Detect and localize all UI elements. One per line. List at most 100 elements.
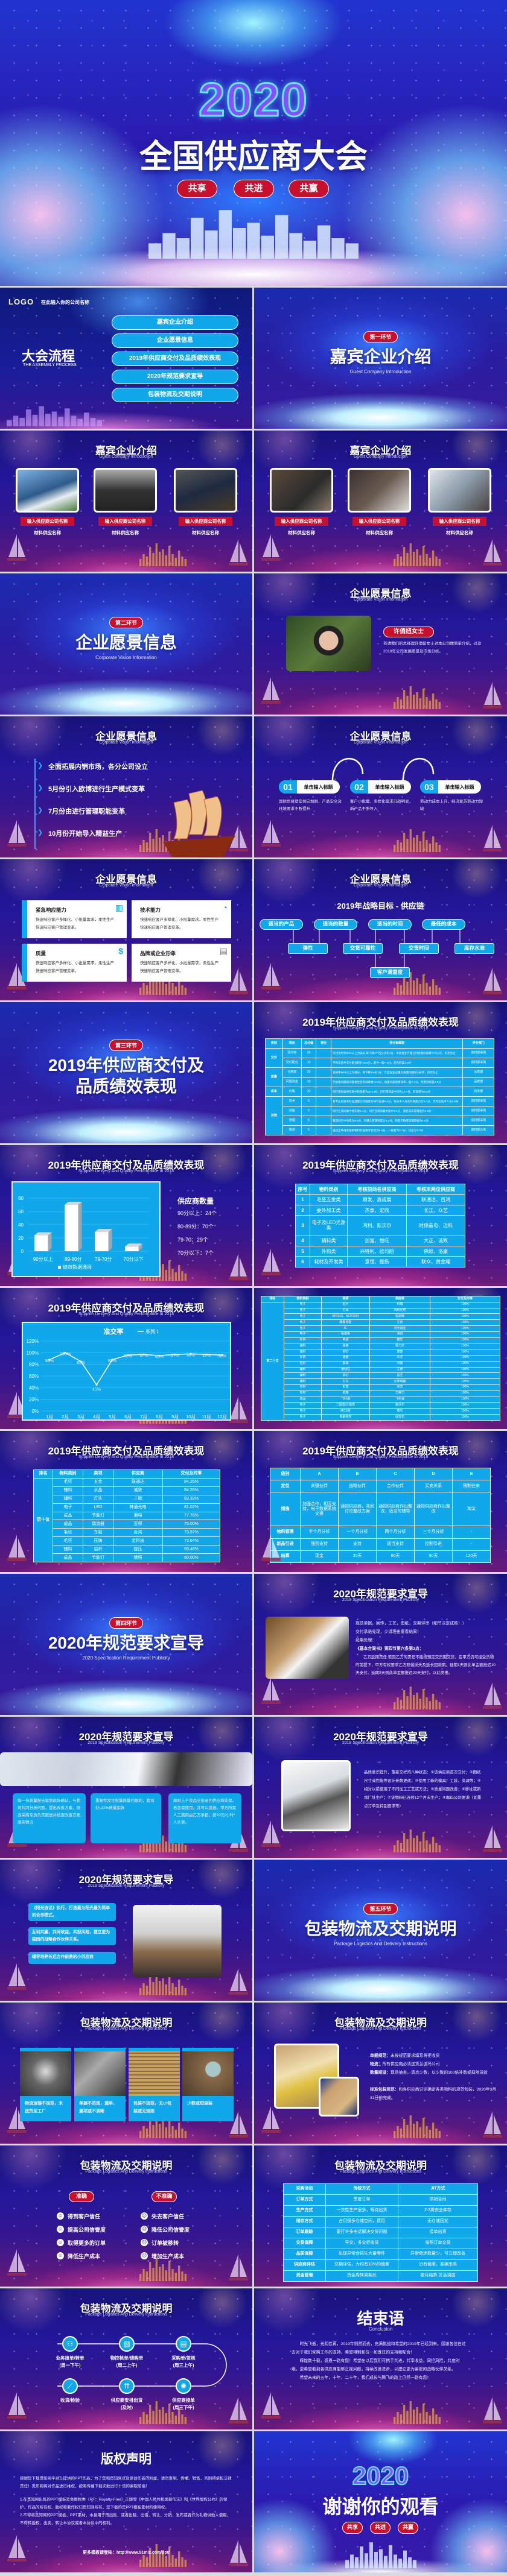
sail — [18, 824, 25, 843]
slide-cards[interactable]: 企业愿景信息 Corporate Vision Information 紧急响应能力… — [0, 859, 252, 1000]
slide-profile[interactable]: 企业愿景信息 Corporate Vision Information 许俏妞女士有… — [254, 573, 507, 715]
agenda-item[interactable]: 嘉宾企业介绍 — [112, 315, 238, 330]
slide-photos[interactable]: 嘉宾企业介绍 Guest Company Introduction 输入供应商公司名… — [0, 431, 252, 572]
conclusion-paragraph: 希望未来的五年，十年，二十年，我们成长与腾飞的路上仍然一路有您！ — [299, 2376, 432, 2380]
x-tick-label: 79-70分 — [95, 1257, 112, 1262]
sail — [230, 1254, 238, 1277]
slide-table[interactable]: 2019年供应商交付及品质绩效表现 Supplier Delivery And Q… — [254, 1431, 507, 1572]
slide-pkgphotos[interactable]: 包装物流及交期说明 Package Logistics And Delivery … — [0, 2003, 252, 2144]
building — [174, 558, 177, 566]
slide-thanks[interactable]: 2020 谢谢你的观看 共享 共进 共赢 — [254, 2431, 507, 2572]
slide-agenda[interactable]: LOGO 在此输入你的公司名称 大会流程 THE ASSEMBLY PROCESS 嘉宾… — [0, 288, 252, 429]
step-pill[interactable]: 01 单击输入标题 — [279, 780, 340, 794]
slide-section[interactable]: 第二环节 企业愿景信息 Corporate Vision Information — [0, 573, 252, 715]
rule-item: 单据规范：未按规范要求填写将拒收货 — [370, 2052, 500, 2060]
table-cell: 资材部采购 — [462, 1048, 494, 1058]
building — [416, 978, 418, 995]
slide-bullets[interactable]: 企业愿景信息 Corporate Vision Information ❯ 全面拓展内… — [0, 716, 252, 857]
slide-photos[interactable]: 嘉宾企业介绍 Guest Company Introduction 输入供应商公司名… — [254, 431, 507, 572]
slide-spec1[interactable]: 2020年规范要求宣导 2019 Specification Requiremen… — [254, 1574, 507, 1715]
feature-card: 质量 快速响应客户多样化、小批量需求，柔性生产快速响应客户管理变革。 $ — [22, 944, 127, 982]
agenda-item[interactable]: 包装物流及交期说明 — [112, 388, 238, 402]
table-row: 储存方式 占用很多仓储空间，费用 无仓储困扰 — [283, 2216, 478, 2227]
table-cell — [316, 1096, 332, 1106]
metric-box: 交货时间 — [399, 943, 439, 954]
building — [317, 225, 331, 259]
building — [426, 2412, 428, 2424]
slide-pkgrules[interactable]: 包装物流及交期说明 Package Logistics And Delivery … — [254, 2003, 507, 2144]
table-row: 包材 彩盒 东发 100% — [261, 1384, 500, 1391]
news-icon: ▤ — [219, 946, 228, 956]
slide-spec4[interactable]: 2020年规范要求宣导 2019 Specification Requiremen… — [0, 1860, 252, 2001]
slide-copyright[interactable]: 版权声明 感谢您下载觅知网平台上提供的PPT作品，为了您和觅知网以及原创作者的利益… — [0, 2431, 252, 2572]
goal-box: 最低的成本 — [422, 919, 465, 930]
building — [403, 833, 406, 852]
website-link[interactable]: 更多模板请登陆：http://www.51miz.com/ppt/ — [82, 2551, 170, 2555]
table-cell: 60天 — [376, 1550, 415, 1564]
section-title-group: 第一环节 嘉宾企业介绍 Guest Company Introduction — [254, 331, 507, 374]
table-cell: 毛胚五金类 — [310, 1194, 348, 1205]
building — [435, 557, 438, 566]
slide-line[interactable]: 2019年供应商交付及品质绩效表现 Supplier Delivery And Q… — [0, 1288, 252, 1429]
step-pill[interactable]: 03 单击输入标题 — [420, 780, 481, 794]
sail — [494, 2401, 501, 2420]
slide-spec3[interactable]: 2020年规范要求宣导 2019 Specification Requiremen… — [254, 1717, 507, 1858]
sail — [494, 829, 501, 848]
building — [413, 2410, 415, 2424]
slide-table[interactable]: 2019年供应商交付及品质绩效表现 Supplier Delivery And Q… — [0, 1431, 252, 1572]
section-title: 嘉宾企业介绍 — [330, 347, 432, 366]
data-label: 98% — [187, 1353, 195, 1357]
table-cell: 彩盒 — [321, 1384, 370, 1391]
slide-subtitle: Corporate Vision Information — [99, 740, 153, 745]
slide-spec2[interactable]: 2020年规范要求宣导 2019 Specification Requiremen… — [0, 1717, 252, 1858]
table-cell: 出现异常会损失大量零件 — [325, 2249, 398, 2260]
table-row: 5 外购类 兴特利、欧司朗 佛照、洛康 — [295, 1246, 465, 1257]
gold-skyline — [394, 543, 441, 566]
building — [419, 1842, 421, 1852]
table-cell: 电子 — [284, 1331, 322, 1338]
hull — [229, 1849, 248, 1852]
building — [191, 218, 204, 259]
table-cell: 20 — [301, 1087, 317, 1097]
building — [432, 2123, 435, 2138]
sailboat-icon — [483, 968, 502, 994]
table-cell: 电解电容 — [321, 1413, 370, 1421]
slide-bar[interactable]: 2019年供应商交付及品质绩效表现 Supplier Delivery And Q… — [0, 1145, 252, 1286]
slide-steps[interactable]: 企业愿景信息 Corporate Vision Information 01 单击输入… — [254, 716, 507, 857]
slide-table[interactable]: 排名 物料类别 类项 供应商 交付及时率 前二十位 电子 贴片 科瑞 100% 电子 灯珠 鸿利光电 10… — [254, 1288, 507, 1429]
building — [419, 841, 421, 852]
sail — [18, 2253, 25, 2272]
bar-side — [138, 1243, 142, 1251]
sail — [230, 2540, 238, 2563]
hull — [229, 563, 248, 566]
slide-section[interactable]: 第四环节 2020年规范要求宣导 2020 Specification Requir… — [0, 1574, 252, 1715]
company-photo — [16, 468, 79, 513]
building — [398, 2559, 402, 2568]
slide-section[interactable]: 第五环节 包装物流及交期说明 Package Logistics And Deliv… — [254, 1860, 507, 2001]
building — [369, 2542, 373, 2568]
slide-section[interactable]: 第三环节 2019年供应商交付及 品质绩效表现 — [0, 1002, 252, 1143]
building — [145, 2557, 148, 2567]
table-row: 成本 价格 20 同行或同类供应商中较低者为20-14分，同行或同类中间为13-7分，… — [265, 1087, 494, 1097]
table-cell: 4 — [295, 1235, 310, 1247]
step-pill[interactable]: 02 单击输入标题 — [350, 780, 411, 794]
conclusion-title: 结束语 — [357, 2309, 404, 2328]
slide-table[interactable]: 包装物流及交期说明 Package Logistics And Delivery … — [254, 2145, 507, 2287]
table-cell: 弹簧 — [321, 1343, 370, 1350]
slide-process[interactable]: 包装物流及交期说明 Package Logistics And Delivery … — [0, 2288, 252, 2429]
slide-accurate[interactable]: 包装物流及交期说明 Package Logistics And Delivery … — [0, 2145, 252, 2287]
slide-conclusion[interactable]: 结束语 Conclusion 时光飞逝，光阴荏苒，2019年悄然而去，充满挑战和希望… — [254, 2288, 507, 2429]
agenda-item[interactable]: 企业愿景信息 — [112, 333, 238, 348]
building — [174, 2416, 177, 2424]
building — [39, 406, 44, 426]
agenda-item[interactable]: 2020年规范要求宣导 — [112, 370, 238, 384]
slide-table[interactable]: 2019年供应商交付及品质绩效表现 Supplier Delivery And Q… — [254, 1145, 507, 1286]
slide-table[interactable]: 2019年供应商交付及品质绩效表现 Supplier Delivery And Q… — [254, 1002, 507, 1143]
slide-section[interactable]: 第一环节 嘉宾企业介绍 Guest Company Introduction — [254, 288, 507, 429]
slide-flow[interactable]: 企业愿景信息 Corporate Vision Information 2019年战… — [254, 859, 507, 1000]
line-chart-icon: ⟋ — [62, 2378, 78, 2394]
table-row: 6 耗材及开发类 意恒、振扬 联众、黄金耀 — [295, 1256, 465, 1267]
table-cell: 电子 — [284, 1301, 322, 1309]
data-point — [174, 1353, 176, 1356]
agenda-item[interactable]: 2019年供应商交付及品质绩效表现 — [112, 352, 238, 366]
